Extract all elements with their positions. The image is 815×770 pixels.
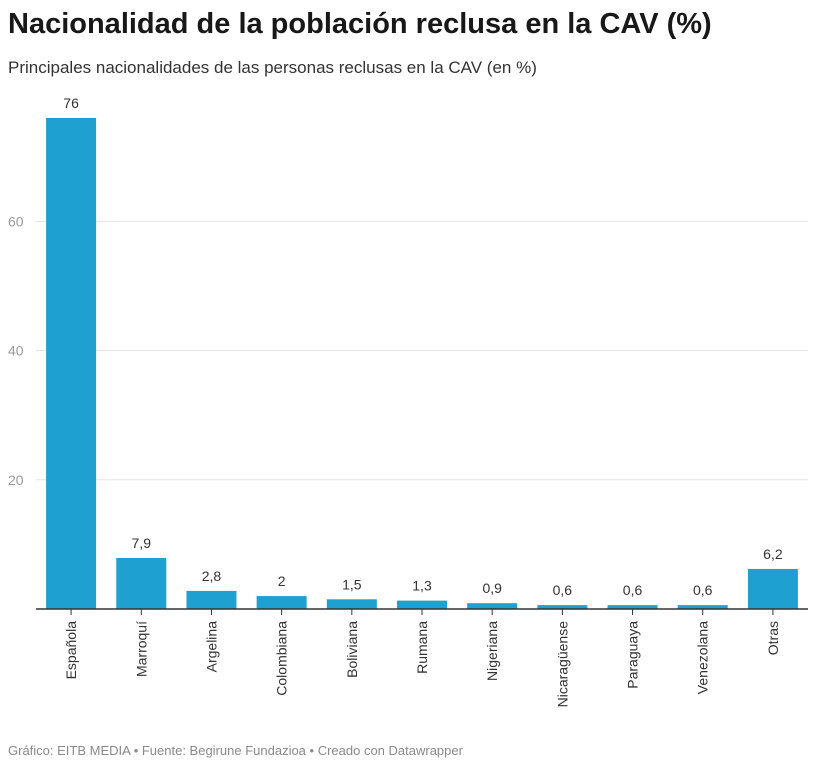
value-label: 0,6: [693, 582, 713, 598]
category-label: Boliviana: [344, 621, 360, 678]
bar: [397, 600, 447, 609]
value-label: 2: [278, 573, 286, 589]
category-label: Rumana: [414, 621, 430, 674]
y-tick-label: 60: [8, 213, 24, 229]
value-label: 2,8: [202, 568, 222, 584]
category-label: Colombiana: [274, 621, 290, 696]
category-label: Argelina: [203, 621, 219, 673]
chart-subtitle: Principales nacionalidades de las person…: [8, 58, 537, 77]
category-label: Otras: [765, 621, 781, 655]
y-tick-label: 40: [8, 343, 24, 359]
category-label: Española: [63, 621, 79, 680]
value-label: 0,9: [482, 580, 502, 596]
value-label: 76: [63, 95, 79, 111]
bar-chart: 20 40 60 76 Española 7,9 Marroquí 2,8 Argelina 2 C…: [8, 95, 808, 708]
category-label: Paraguaya: [625, 621, 641, 689]
bar: [186, 590, 237, 609]
y-tick-label: 20: [8, 472, 24, 488]
category-label: Venezolana: [695, 621, 711, 694]
bar: [677, 605, 728, 609]
category-label: Marroquí: [133, 621, 149, 677]
value-label: 0,6: [553, 582, 573, 598]
bar: [467, 603, 518, 609]
value-label: 6,2: [763, 546, 783, 562]
bar: [116, 557, 167, 609]
value-label: 1,3: [412, 578, 432, 594]
bar: [607, 605, 658, 609]
value-label: 0,6: [623, 582, 643, 598]
bar: [326, 599, 377, 609]
chart-footer: Gráfico: EITB MEDIA • Fuente: Begirune F…: [8, 743, 463, 758]
chart-title: Nacionalidad de la población reclusa en …: [8, 8, 712, 40]
value-label: 7,9: [132, 535, 152, 551]
bar: [256, 596, 307, 609]
bar: [747, 568, 798, 609]
category-label: Nicaragüense: [554, 621, 570, 708]
category-label: Nigeriana: [484, 621, 500, 681]
bar: [537, 605, 588, 609]
value-label: 1,5: [342, 576, 362, 592]
bar: [46, 118, 97, 609]
